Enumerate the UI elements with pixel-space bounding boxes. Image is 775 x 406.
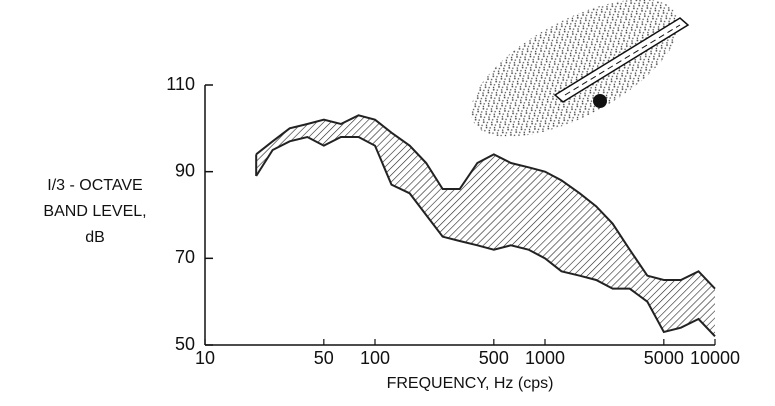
runway-centerline bbox=[564, 24, 681, 96]
y-tick-label: 90 bbox=[175, 160, 195, 180]
y-tick-label: 50 bbox=[175, 334, 195, 354]
x-axis-label: FREQUENCY, Hz (cps) bbox=[387, 375, 554, 392]
y-axis-label: dB bbox=[85, 229, 105, 246]
x-tick-label: 50 bbox=[314, 348, 334, 368]
x-tick-label: 1000 bbox=[525, 348, 565, 368]
y-axis-label: BAND LEVEL, bbox=[43, 203, 146, 220]
inset-illustration bbox=[470, 0, 690, 137]
terrain bbox=[470, 0, 680, 137]
y-tick-label: 110 bbox=[166, 74, 195, 94]
y-axis-label: I/3 - OCTAVE bbox=[47, 177, 142, 194]
x-tick-label: 100 bbox=[360, 348, 390, 368]
x-tick-label: 500 bbox=[479, 348, 509, 368]
y-tick-label: 70 bbox=[175, 247, 195, 267]
runway bbox=[553, 17, 690, 103]
microphone-position bbox=[593, 94, 607, 108]
x-tick-label: 5000 bbox=[644, 348, 684, 368]
lower-line bbox=[255, 135, 716, 338]
band-fill bbox=[256, 115, 715, 337]
upper-line bbox=[255, 114, 716, 290]
x-tick-label: 10000 bbox=[690, 348, 740, 368]
x-tick-label: 10 bbox=[195, 348, 215, 368]
